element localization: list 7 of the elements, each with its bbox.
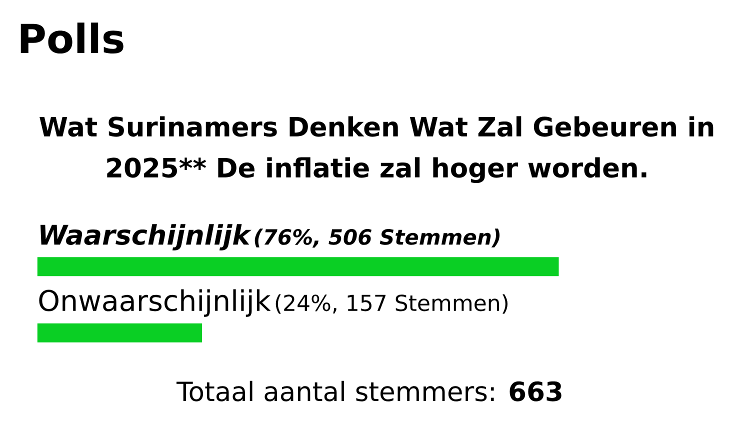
data-label: (76%, 506 Stemmen) xyxy=(254,228,500,248)
chart-title: Polls xyxy=(20,22,124,54)
chart-subtitle: Wat Surinamers Denken Wat Zal Gebeuren in 2025** De inflatie zal hoger worden. xyxy=(40,116,714,184)
text: Totaal aantal stemmers: 663 xyxy=(176,380,562,402)
data-label: (24%, 157 Stemmen) xyxy=(276,294,508,314)
y-tick-label: Waarschijnlijk xyxy=(40,224,252,250)
y-tick-label: Onwaarschijnlijk xyxy=(39,289,271,317)
